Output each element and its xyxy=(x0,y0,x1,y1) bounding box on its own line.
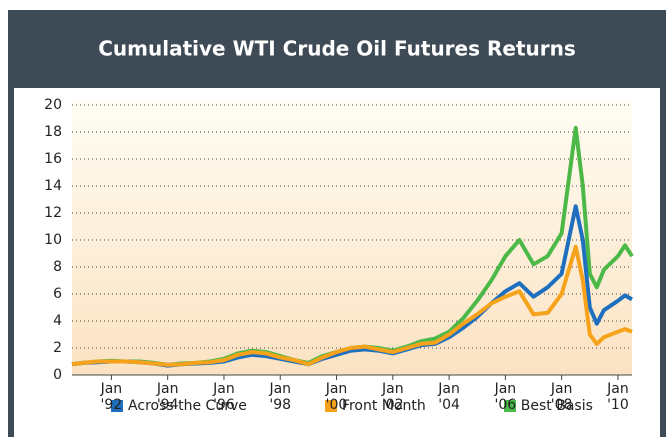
legend: Across the Curve Front Month Best Basis xyxy=(72,398,632,414)
x-tick-label: Jan '04 xyxy=(438,381,460,413)
x-tick-label: Jan '92 xyxy=(100,381,123,413)
x-tick-label: Jan '98 xyxy=(269,381,292,413)
y-tick-label: 10 xyxy=(44,232,62,248)
y-tick-label: 4 xyxy=(53,313,62,329)
y-tick-label: 20 xyxy=(44,97,62,113)
legend-item: Across the Curve xyxy=(111,398,247,414)
x-tick-label: Jan '10 xyxy=(607,381,629,413)
line-series xyxy=(71,244,633,367)
legend-label: Best Basis xyxy=(520,398,593,414)
legend-swatch xyxy=(503,400,516,412)
legend-swatch xyxy=(111,400,124,412)
y-tick-label: 16 xyxy=(44,151,62,167)
x-tick-label: Jan '02 xyxy=(381,381,404,413)
y-tick-label: 12 xyxy=(44,205,62,221)
y-tick-label: 6 xyxy=(53,286,62,302)
x-tick-label: Jan '00 xyxy=(325,381,348,413)
x-tick-label: Jan '06 xyxy=(494,381,517,413)
y-tick-label: 0 xyxy=(53,367,62,383)
x-tick-label: Jan '96 xyxy=(213,381,235,413)
y-tick-label: 8 xyxy=(53,259,62,275)
legend-swatch xyxy=(324,400,337,412)
plot-area xyxy=(72,100,632,375)
y-tick-label: 18 xyxy=(44,124,62,140)
legend-item: Best Basis xyxy=(503,398,593,414)
y-tick-label: 2 xyxy=(53,340,62,356)
y-tick-label: 14 xyxy=(44,178,62,194)
x-tick-label: Jan '08 xyxy=(550,381,573,413)
legend-label: Front Month xyxy=(341,398,426,414)
legend-label: Across the Curve xyxy=(128,398,247,414)
legend-item: Front Month xyxy=(324,398,426,414)
chart-title: Cumulative WTI Crude Oil Futures Returns xyxy=(98,37,576,61)
x-tick-label: Jan '94 xyxy=(156,381,179,413)
